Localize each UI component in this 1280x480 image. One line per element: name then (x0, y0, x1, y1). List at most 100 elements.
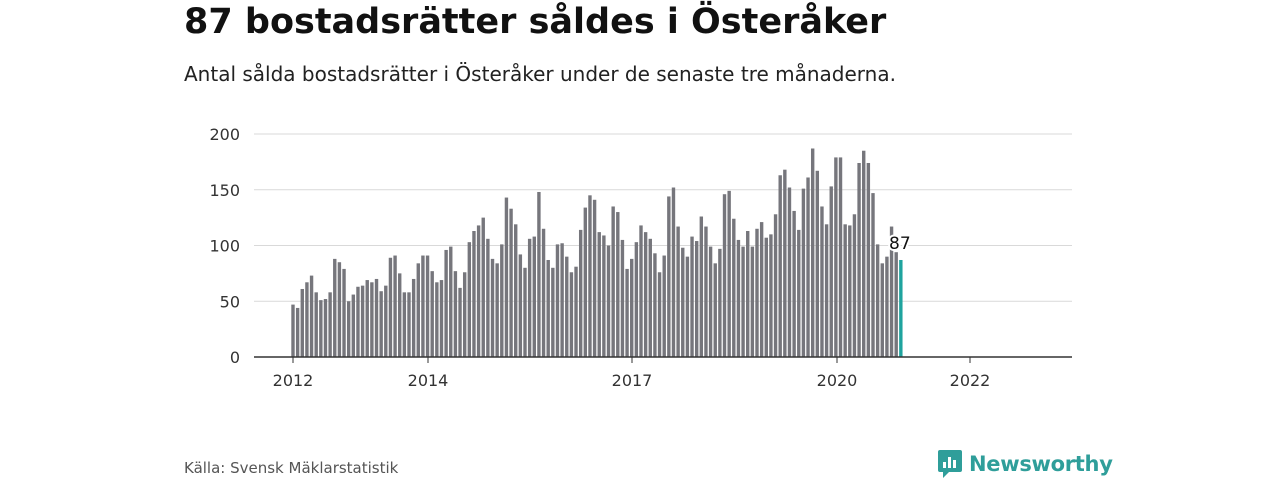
bar (453, 271, 458, 357)
bar (690, 236, 694, 357)
bar (848, 225, 852, 357)
bar (643, 232, 648, 357)
bar (398, 273, 402, 357)
bar (783, 169, 787, 357)
bar (328, 292, 332, 357)
bar (342, 268, 346, 357)
x-tick-label: 2020 (817, 371, 858, 390)
bar (574, 266, 578, 357)
bar (560, 243, 564, 357)
bar (773, 214, 778, 357)
bar (769, 234, 773, 357)
bar (606, 245, 611, 357)
bar (746, 231, 750, 357)
bar (634, 242, 639, 357)
bar (588, 195, 592, 357)
bar (388, 257, 393, 357)
bar (880, 263, 884, 357)
bar (370, 282, 374, 357)
bar (486, 238, 490, 357)
x-tick-label: 2012 (273, 371, 314, 390)
chart-subtitle: Antal sålda bostadsrätter i Österåker un… (184, 62, 896, 86)
bar (583, 207, 588, 357)
bar (532, 236, 536, 357)
bar (509, 208, 513, 357)
bar (875, 244, 880, 357)
bar (722, 194, 727, 357)
bar (736, 239, 741, 357)
bar (416, 263, 420, 357)
bar (291, 304, 295, 357)
bar (314, 292, 318, 357)
bar (402, 292, 407, 357)
bar (430, 271, 434, 357)
bar (421, 255, 425, 357)
bar (732, 218, 736, 357)
bar (894, 252, 898, 357)
bar (871, 193, 875, 357)
bar (866, 162, 871, 357)
bar (815, 170, 820, 357)
bar (462, 272, 467, 357)
bar (862, 150, 866, 357)
bar (476, 225, 481, 357)
bar (305, 282, 309, 357)
bar (616, 212, 620, 357)
bar (778, 175, 782, 357)
bar (365, 280, 369, 357)
bar (551, 267, 555, 357)
bar (449, 246, 453, 357)
newsworthy-logo[interactable]: Newsworthy (937, 449, 1113, 479)
bar (820, 206, 824, 357)
bar (384, 285, 388, 357)
bar (523, 267, 527, 357)
bar (300, 288, 304, 357)
bar (630, 258, 634, 357)
y-tick-label: 200 (209, 125, 240, 144)
bar (657, 272, 662, 357)
bar (625, 268, 629, 357)
bar (694, 241, 699, 357)
bar (546, 259, 550, 357)
bar (653, 253, 657, 357)
bar (824, 224, 829, 357)
bar (346, 301, 351, 357)
bar (797, 229, 801, 357)
bar (718, 248, 722, 357)
bar (439, 280, 444, 357)
bar (708, 246, 713, 357)
newsworthy-logo-text: Newsworthy (969, 452, 1113, 476)
bar (309, 275, 314, 357)
bar (467, 242, 472, 357)
bar (685, 256, 690, 357)
bar (667, 196, 671, 357)
last-value-label: 87 (889, 234, 911, 254)
bar (801, 188, 806, 357)
bar (759, 222, 764, 357)
bar (379, 291, 383, 357)
bar (838, 157, 843, 357)
bar (514, 224, 518, 357)
y-tick-label: 0 (230, 348, 240, 367)
bar (481, 217, 485, 357)
bar (444, 249, 448, 357)
x-tick-label: 2014 (408, 371, 449, 390)
bar (333, 258, 337, 357)
bar (810, 148, 815, 357)
bar (829, 186, 833, 357)
bar (495, 263, 499, 357)
bar (500, 244, 504, 357)
bar (681, 247, 685, 357)
chart-title: 87 bostadsrätter såldes i Österåker (184, 2, 887, 42)
bar (662, 255, 666, 357)
bar (713, 263, 717, 357)
x-tick-label: 2022 (950, 371, 991, 390)
bar (750, 246, 755, 357)
bar (351, 294, 356, 357)
bar (671, 187, 676, 357)
bar (295, 307, 300, 357)
bar (889, 226, 894, 357)
bar (885, 256, 889, 357)
bar (458, 287, 462, 357)
y-tick-label: 100 (209, 237, 240, 256)
